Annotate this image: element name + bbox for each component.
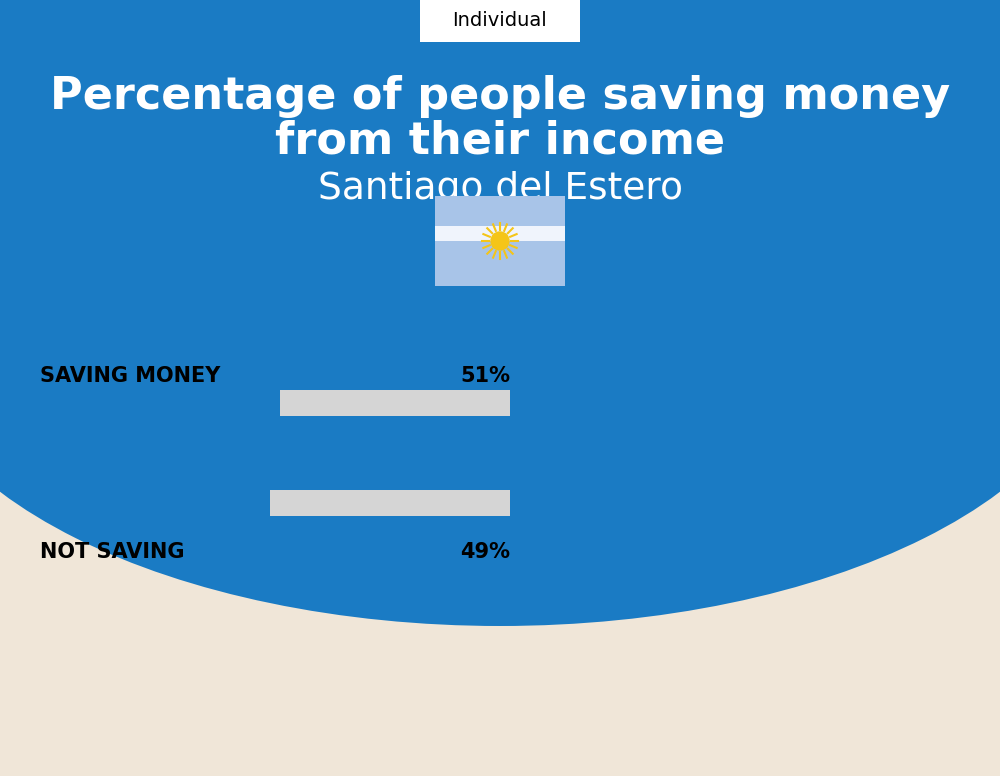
Bar	[0, 0, 1000, 386]
Text: Santiago del Estero: Santiago del Estero	[318, 171, 682, 207]
Text: NOT SAVING: NOT SAVING	[40, 542, 184, 562]
Bar	[40, 490, 270, 516]
Bar	[435, 226, 565, 256]
Text: 49%: 49%	[460, 542, 510, 562]
Text: from their income: from their income	[275, 120, 725, 162]
Text: 51%: 51%	[460, 366, 510, 386]
Bar	[40, 390, 510, 416]
Circle shape	[491, 232, 509, 250]
FancyBboxPatch shape	[420, 0, 580, 42]
Bar	[435, 196, 565, 241]
Text: Percentage of people saving money: Percentage of people saving money	[50, 74, 950, 117]
Text: Individual: Individual	[453, 12, 547, 30]
Bar	[40, 390, 280, 416]
Ellipse shape	[0, 26, 1000, 626]
Bar	[435, 241, 565, 286]
Bar	[40, 490, 510, 516]
Text: SAVING MONEY: SAVING MONEY	[40, 366, 220, 386]
